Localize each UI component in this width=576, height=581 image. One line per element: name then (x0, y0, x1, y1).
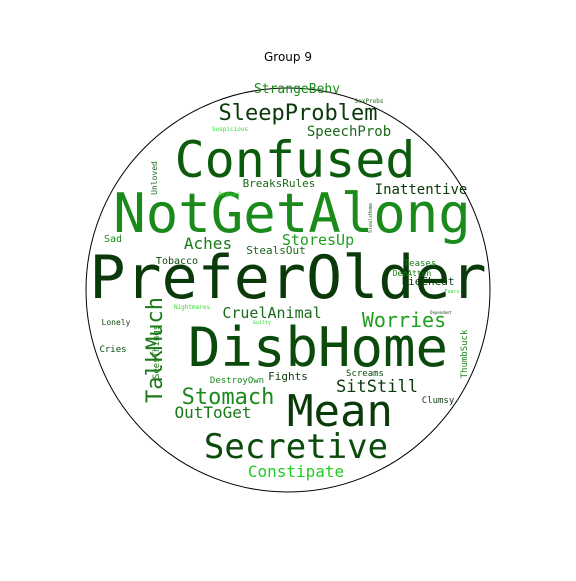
word-inattentive: Inattentive (375, 182, 468, 198)
word-dematten: DemAtten (393, 269, 432, 278)
word-aches: Aches (184, 234, 232, 253)
word-argues: Argues (218, 191, 240, 198)
word-sitstill: SitStill (336, 377, 418, 397)
word-sexprobs: SexProbs (355, 98, 384, 105)
word-lonely: Lonely (102, 318, 131, 327)
word-teases: Teases (404, 259, 437, 269)
chart-title: Group 9 (264, 50, 312, 64)
boundary-circle (85, 87, 491, 493)
word-nightmares: Nightmares (174, 304, 211, 311)
word-secretive: Secretive (204, 427, 388, 467)
word-storesup: StoresUp (282, 231, 354, 249)
word-stomach: Stomach (182, 385, 275, 410)
word-speechprob: SpeechProb (307, 124, 391, 140)
word-guilty: Guilty (253, 320, 271, 326)
word-breaksrules: BreaksRules (243, 177, 316, 190)
word-fears: Fears (444, 289, 459, 295)
word-fights: Fights (268, 370, 308, 383)
word-mean: Mean (287, 386, 393, 437)
word-sleepproblem: SleepProblem (219, 101, 378, 126)
word-thumbsuck: ThumbSuck (460, 329, 470, 378)
word-strangebehv: StrangeBehv (254, 82, 340, 97)
word-liecheat: LieCheat (402, 275, 455, 288)
word-talkmuch: TalkMuch (143, 297, 168, 403)
word-constipate: Constipate (248, 462, 344, 481)
word-screams: Screams (346, 369, 384, 379)
word-seesthings: SeesThings (152, 325, 162, 379)
word-disbhome: DisbHome (188, 316, 448, 379)
word-preferolder: PreferOlder (89, 243, 486, 313)
word-sad: Sad (104, 234, 122, 245)
word-destroyown: DestroyOwn (210, 376, 264, 386)
word-worries: Worries (362, 308, 446, 332)
word-suspicious: Suspicious (212, 126, 249, 133)
word-outtoget: OutToGet (174, 403, 251, 422)
word-unloved: Unloved (150, 161, 159, 195)
word-confused: Confused (175, 131, 416, 189)
word-notgetalong: NotGetAlong (113, 182, 471, 245)
word-clumsy: Clumsy (422, 396, 455, 406)
word-stealsout: StealsOut (246, 244, 306, 257)
word-dependent: Dependent (430, 310, 452, 315)
word-cruelanimal: CruelAnimal (222, 304, 321, 322)
word-stealshome: StealsHome (368, 203, 374, 233)
word-tobacco: Tobacco (156, 256, 198, 267)
word-cries: Cries (99, 345, 126, 355)
